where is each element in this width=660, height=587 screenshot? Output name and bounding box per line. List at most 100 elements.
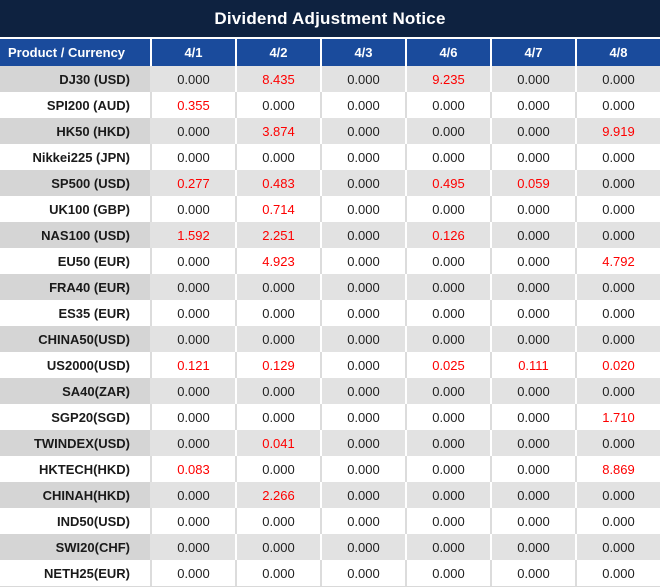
value-cell: 0.000	[490, 66, 575, 92]
value-cell: 0.000	[490, 222, 575, 248]
value-cell: 0.126	[405, 222, 490, 248]
value-cell: 0.000	[490, 482, 575, 508]
value-cell: 0.000	[150, 274, 235, 300]
value-cell: 0.000	[405, 534, 490, 560]
value-cell: 0.000	[320, 352, 405, 378]
value-cell: 0.000	[235, 508, 320, 534]
product-cell: SGP20(SGD)	[0, 404, 150, 430]
value-cell: 0.000	[320, 66, 405, 92]
value-cell: 0.000	[575, 508, 660, 534]
product-cell: UK100 (GBP)	[0, 196, 150, 222]
value-cell: 0.000	[150, 378, 235, 404]
product-cell: EU50 (EUR)	[0, 248, 150, 274]
value-cell: 0.041	[235, 430, 320, 456]
value-cell: 2.266	[235, 482, 320, 508]
value-cell: 0.000	[405, 482, 490, 508]
value-cell: 0.355	[150, 92, 235, 118]
value-cell: 0.000	[575, 274, 660, 300]
value-cell: 0.000	[320, 144, 405, 170]
value-cell: 0.000	[405, 300, 490, 326]
value-cell: 0.000	[235, 456, 320, 482]
value-cell: 0.000	[320, 170, 405, 196]
value-cell: 0.000	[235, 378, 320, 404]
value-cell: 0.000	[150, 300, 235, 326]
value-cell: 0.000	[575, 92, 660, 118]
title-divider	[0, 37, 660, 39]
value-cell: 0.000	[320, 560, 405, 586]
value-cell: 0.000	[575, 300, 660, 326]
table-row: SWI20(CHF) 0.000 0.000 0.000 0.000 0.000 0.000	[0, 534, 660, 560]
value-cell: 0.000	[405, 430, 490, 456]
product-cell: HKTECH(HKD)	[0, 456, 150, 482]
page-title: Dividend Adjustment Notice	[214, 8, 446, 28]
value-cell: 0.000	[320, 404, 405, 430]
product-cell: SWI20(CHF)	[0, 534, 150, 560]
value-cell: 9.235	[405, 66, 490, 92]
value-cell: 0.000	[320, 196, 405, 222]
value-cell: 0.000	[150, 482, 235, 508]
value-cell: 0.000	[405, 456, 490, 482]
date-column-header: 4/3	[320, 39, 405, 66]
value-cell: 0.000	[490, 326, 575, 352]
table-header-row: Product / Currency 4/1 4/2 4/3 4/6 4/7 4/8	[0, 39, 660, 66]
product-cell: SA40(ZAR)	[0, 378, 150, 404]
value-cell: 0.000	[235, 326, 320, 352]
date-column-header: 4/8	[575, 39, 660, 66]
value-cell: 0.000	[405, 248, 490, 274]
value-cell: 0.121	[150, 352, 235, 378]
value-cell: 8.869	[575, 456, 660, 482]
value-cell: 0.000	[405, 196, 490, 222]
table-row: CHINAH(HKD) 0.000 2.266 0.000 0.000 0.000 0.00…	[0, 482, 660, 508]
value-cell: 0.000	[150, 144, 235, 170]
value-cell: 0.000	[320, 274, 405, 300]
value-cell: 0.000	[490, 300, 575, 326]
value-cell: 0.000	[235, 534, 320, 560]
value-cell: 0.000	[235, 144, 320, 170]
value-cell: 0.000	[150, 118, 235, 144]
value-cell: 0.277	[150, 170, 235, 196]
value-cell: 2.251	[235, 222, 320, 248]
value-cell: 0.000	[150, 508, 235, 534]
value-cell: 0.000	[150, 430, 235, 456]
value-cell: 0.025	[405, 352, 490, 378]
value-cell: 0.000	[320, 300, 405, 326]
value-cell: 0.000	[575, 430, 660, 456]
product-cell: IND50(USD)	[0, 508, 150, 534]
value-cell: 0.000	[490, 456, 575, 482]
value-cell: 0.000	[575, 222, 660, 248]
value-cell: 0.000	[320, 248, 405, 274]
value-cell: 0.000	[490, 534, 575, 560]
product-cell: NAS100 (USD)	[0, 222, 150, 248]
value-cell: 0.000	[405, 404, 490, 430]
value-cell: 0.000	[575, 534, 660, 560]
value-cell: 0.000	[575, 560, 660, 586]
value-cell: 0.000	[150, 66, 235, 92]
value-cell: 0.000	[490, 508, 575, 534]
value-cell: 0.000	[490, 430, 575, 456]
value-cell: 0.000	[405, 118, 490, 144]
product-cell: SPI200 (AUD)	[0, 92, 150, 118]
value-cell: 0.000	[320, 118, 405, 144]
value-cell: 1.592	[150, 222, 235, 248]
table-row: SPI200 (AUD) 0.355 0.000 0.000 0.000 0.000 0.0…	[0, 92, 660, 118]
product-cell: DJ30 (USD)	[0, 66, 150, 92]
value-cell: 0.000	[575, 66, 660, 92]
table-row: TWINDEX(USD) 0.000 0.041 0.000 0.000 0.000 0.0…	[0, 430, 660, 456]
value-cell: 0.020	[575, 352, 660, 378]
value-cell: 0.000	[405, 508, 490, 534]
table-row: ES35 (EUR) 0.000 0.000 0.000 0.000 0.000 0.000	[0, 300, 660, 326]
table-row: NAS100 (USD) 1.592 2.251 0.000 0.126 0.000 0.0…	[0, 222, 660, 248]
date-column-header: 4/7	[490, 39, 575, 66]
value-cell: 0.000	[235, 92, 320, 118]
value-cell: 9.919	[575, 118, 660, 144]
value-cell: 0.000	[235, 404, 320, 430]
date-column-header: 4/6	[405, 39, 490, 66]
value-cell: 0.000	[490, 274, 575, 300]
value-cell: 0.000	[405, 560, 490, 586]
value-cell: 0.000	[150, 404, 235, 430]
value-cell: 0.483	[235, 170, 320, 196]
value-cell: 0.000	[320, 534, 405, 560]
table-row: EU50 (EUR) 0.000 4.923 0.000 0.000 0.000 4.792	[0, 248, 660, 274]
table-row: Nikkei225 (JPN) 0.000 0.000 0.000 0.000 0.000…	[0, 144, 660, 170]
product-cell: NETH25(EUR)	[0, 560, 150, 586]
